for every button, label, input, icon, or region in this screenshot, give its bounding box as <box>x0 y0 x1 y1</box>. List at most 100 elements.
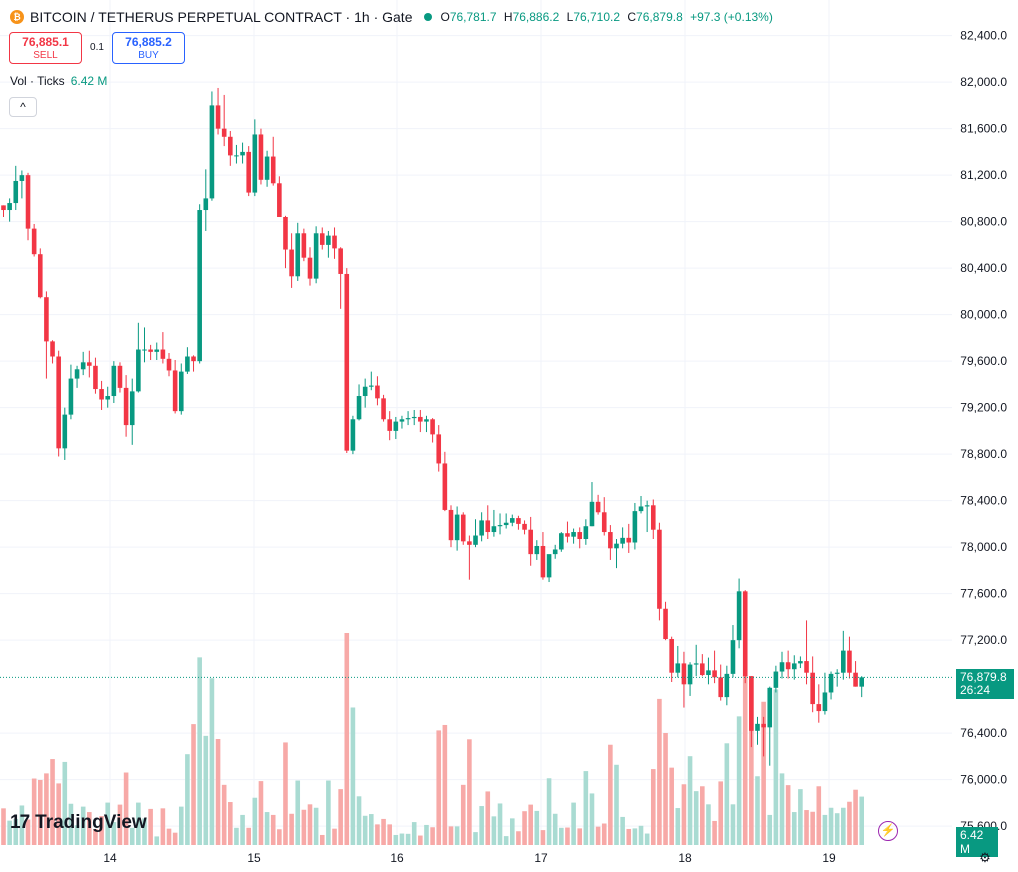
volume-bar <box>614 764 619 845</box>
candle-body <box>430 419 435 435</box>
candle-body <box>810 672 815 705</box>
tradingview-logo[interactable]: 17 TradingView <box>10 812 147 834</box>
candle-body <box>240 151 245 156</box>
volume-bar <box>87 812 92 845</box>
volume-bar <box>252 797 258 845</box>
volume-bar <box>13 818 19 845</box>
volume-bar <box>197 657 202 845</box>
candle-body <box>614 543 619 549</box>
volume-bar <box>767 814 773 845</box>
high-label: H <box>503 10 513 24</box>
volume-bar <box>822 814 828 845</box>
candle-body <box>142 349 147 351</box>
candle-body <box>773 671 779 688</box>
candle-body <box>736 591 742 641</box>
candle-body <box>381 398 386 420</box>
candle-body <box>479 520 484 536</box>
candle-body <box>185 356 190 372</box>
candle-body <box>93 365 98 390</box>
candle-body <box>87 362 92 366</box>
volume-bar <box>491 816 497 845</box>
volume-bar <box>436 730 442 845</box>
time-axis: 14 15 16 17 18 19 <box>103 851 836 865</box>
volume-bar <box>847 801 852 845</box>
volume-bar <box>129 827 135 845</box>
candle-body <box>289 249 294 277</box>
candle-body <box>663 608 668 639</box>
volume-bar <box>546 778 552 845</box>
candle-body <box>503 522 509 526</box>
lightning-icon[interactable]: ⚡ <box>878 821 898 841</box>
candle-body <box>136 349 141 392</box>
volume-bar <box>785 785 791 845</box>
volume-bar <box>44 773 49 845</box>
volume-bar <box>565 827 570 845</box>
volume-bar <box>828 807 834 845</box>
volume-bar <box>209 678 215 845</box>
spread-value: 0.1 <box>90 42 104 53</box>
volume-bar <box>638 825 644 845</box>
volume-bar <box>810 811 815 845</box>
candle-body <box>387 419 392 431</box>
volume-bar <box>442 724 448 845</box>
volume-bar <box>798 789 803 845</box>
volume-bar <box>841 807 846 845</box>
sell-button[interactable]: 76,885.1 SELL <box>9 32 82 64</box>
candle-body <box>99 389 104 400</box>
volume-bar <box>289 813 294 845</box>
volume-bar <box>215 739 221 845</box>
volume-bar <box>742 675 748 845</box>
volume-bar <box>663 732 668 845</box>
volume-bars <box>1 633 864 845</box>
volume-bar <box>142 818 147 845</box>
price-tick-label: 82,000.0 <box>960 75 1007 89</box>
candle-body <box>559 533 564 550</box>
tradingview-logo-icon: 17 <box>10 812 30 833</box>
gear-icon[interactable]: ⚙ <box>979 850 991 865</box>
volume-bar <box>700 786 705 845</box>
volume-bar <box>485 791 491 845</box>
candle-body <box>448 509 454 541</box>
volume-bar <box>675 808 681 845</box>
volume-bar <box>773 689 779 845</box>
volume-bar <box>338 789 343 845</box>
price-tick-label: 82,400.0 <box>960 29 1007 43</box>
volume-bar <box>19 805 25 845</box>
close-label: C <box>627 10 637 24</box>
candle-body <box>270 156 276 184</box>
volume-legend[interactable]: Vol · Ticks 6.42 M <box>10 74 107 88</box>
volume-bar <box>283 742 288 845</box>
price-tick-label: 77,200.0 <box>960 633 1007 647</box>
chevron-up-icon[interactable]: ^ <box>9 97 37 117</box>
volume-bar <box>577 828 583 845</box>
volume-bar <box>503 836 509 845</box>
volume-bar <box>148 808 153 845</box>
candle-body <box>50 341 55 357</box>
candle-body <box>601 512 607 533</box>
bitcoin-icon: ₿ <box>10 10 24 24</box>
volume-bar <box>270 814 276 845</box>
candle-body <box>172 370 178 412</box>
volume-bar <box>350 707 356 845</box>
volume-bar <box>313 807 319 845</box>
market-open-dot-icon <box>424 13 433 21</box>
candle-body <box>608 532 613 549</box>
volume-bar <box>595 826 601 845</box>
buy-button[interactable]: 76,885.2 BUY <box>112 32 185 64</box>
price-tick-label: 79,600.0 <box>960 354 1007 368</box>
candle-body <box>700 663 705 676</box>
price-tick-label: 76,400.0 <box>960 726 1007 740</box>
volume-bar <box>669 767 674 845</box>
candle-body <box>44 297 49 342</box>
volume-bar <box>344 633 350 845</box>
buy-price: 76,885.2 <box>125 35 172 49</box>
symbol-title[interactable]: BITCOIN / TETHERUS PERPETUAL CONTRACT · … <box>30 9 413 25</box>
volume-bar <box>730 804 736 845</box>
candle-body <box>571 532 576 537</box>
price-tick-label: 77,600.0 <box>960 587 1007 601</box>
candle-body <box>362 386 368 397</box>
volume-tag: 6.42 M <box>956 827 998 857</box>
time-tick-label: 19 <box>822 851 836 865</box>
volume-bar <box>74 825 80 845</box>
